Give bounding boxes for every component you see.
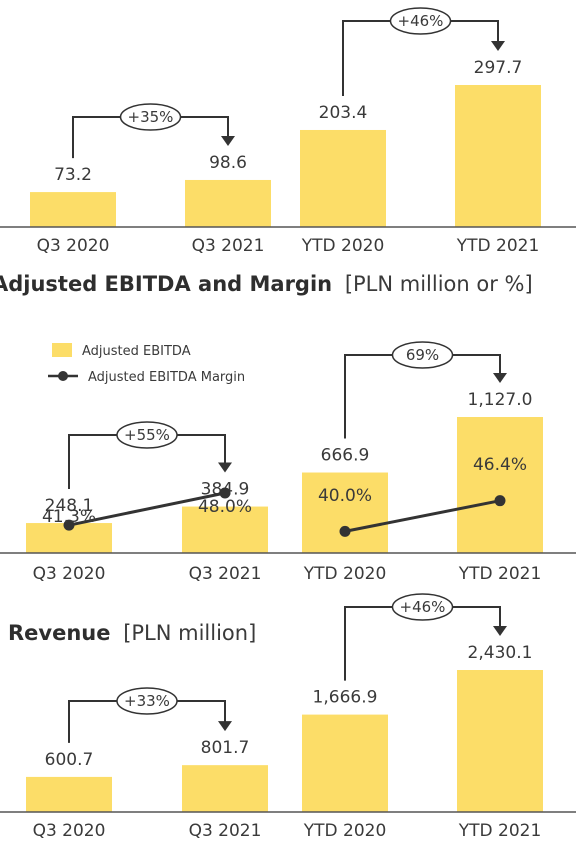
comparison-1-label: +46% — [398, 12, 444, 30]
comparison-0-arrowhead — [218, 462, 232, 473]
chart-top: 73.2 Q3 2020 98.6 Q3 2021 203.4 YTD 2020 297.7… — [0, 7, 576, 256]
margin-line-ytd — [344, 499, 501, 533]
revenue-heading: Revenue [PLN million] — [8, 621, 256, 645]
category-label-0: Q3 2020 — [33, 564, 106, 584]
bar-0 — [30, 192, 116, 227]
category-label-2: YTD 2020 — [303, 564, 387, 584]
ebitda-heading-unit: [PLN million or %] — [345, 272, 533, 296]
revenue-heading-bold: Revenue — [8, 621, 111, 645]
category-label-0: Q3 2020 — [33, 821, 106, 841]
bar-1 — [182, 506, 268, 553]
comparison-1-label: 69% — [406, 346, 439, 364]
margin-point-1 — [219, 487, 231, 499]
bar-0 — [26, 776, 112, 812]
bar-3 — [455, 85, 541, 227]
category-label-0: Q3 2020 — [37, 236, 110, 256]
value-label-3: 297.7 — [474, 58, 523, 78]
ebitda-heading-bold: Adjusted EBITDA and Margin — [0, 272, 332, 296]
comparison-1-arrowhead — [491, 41, 505, 51]
value-label-3: 2,430.1 — [468, 643, 533, 663]
margin-label-3: 46.4% — [473, 455, 527, 475]
comparison-1-arrowhead — [493, 626, 507, 636]
bar-2 — [302, 714, 388, 812]
category-label-3: YTD 2021 — [458, 564, 542, 584]
comparison-1-oval — [389, 7, 452, 35]
category-label-1: Q3 2021 — [192, 236, 265, 256]
category-label-1: Q3 2021 — [189, 564, 262, 584]
category-label-2: YTD 2020 — [303, 821, 387, 841]
category-label-3: YTD 2021 — [456, 236, 540, 256]
comparison-0-oval — [116, 687, 178, 715]
comparison-0-label: +55% — [124, 426, 170, 444]
comparison-0-label: +35% — [128, 108, 174, 126]
value-label-3: 1,127.0 — [468, 390, 533, 410]
revenue-heading-unit: [PLN million] — [123, 621, 256, 645]
margin-point-3 — [494, 495, 506, 507]
value-label-2: 203.4 — [319, 103, 368, 123]
comparison-0-arrowhead — [218, 721, 232, 732]
ebitda-legend: Adjusted EBITDA Adjusted EBITDA Margin — [48, 343, 245, 385]
legend-bar-swatch — [52, 343, 72, 357]
comparison-0-arrowhead — [221, 135, 235, 146]
legend-line-marker — [58, 371, 68, 381]
bar-3 — [457, 417, 543, 553]
value-label-0: 73.2 — [54, 165, 92, 185]
legend-line-label: Adjusted EBITDA Margin — [88, 370, 245, 385]
value-label-2: 666.9 — [321, 446, 370, 466]
value-label-1: 801.7 — [201, 738, 250, 758]
comparison-0-oval — [119, 103, 182, 131]
value-label-0: 248.1 — [45, 496, 94, 516]
category-label-1: Q3 2021 — [189, 821, 262, 841]
comparison-0-oval — [116, 421, 178, 449]
category-label-3: YTD 2021 — [458, 821, 542, 841]
legend-bar-label: Adjusted EBITDA — [82, 344, 191, 359]
bar-1 — [182, 765, 268, 812]
bar-2 — [302, 472, 388, 553]
margin-point-2 — [339, 525, 351, 537]
comparison-1-oval — [391, 341, 454, 369]
margin-label-1: 48.0% — [198, 497, 252, 517]
comparison-1-oval — [391, 593, 454, 621]
value-label-0: 600.7 — [45, 750, 94, 770]
margin-label-0: 41.3% — [42, 507, 96, 527]
value-label-1: 98.6 — [209, 153, 247, 173]
comparison-0-label: +33% — [124, 692, 170, 710]
bar-3 — [457, 670, 543, 812]
margin-point-0 — [63, 519, 75, 531]
comparison-1-arrowhead — [493, 373, 507, 383]
category-label-2: YTD 2020 — [301, 236, 385, 256]
ebitda-heading: Adjusted EBITDA and Margin [PLN million … — [0, 272, 533, 296]
margin-line-q3 — [68, 491, 226, 527]
chart-revenue: 600.7 Q3 2020 801.7 Q3 2021 1,666.9 YTD 2020 2… — [0, 593, 576, 841]
bar-1 — [185, 179, 271, 227]
bar-2 — [300, 129, 386, 227]
comparison-1-label: +46% — [400, 598, 446, 616]
value-label-2: 1,666.9 — [313, 688, 378, 708]
margin-label-2: 40.0% — [318, 486, 372, 506]
